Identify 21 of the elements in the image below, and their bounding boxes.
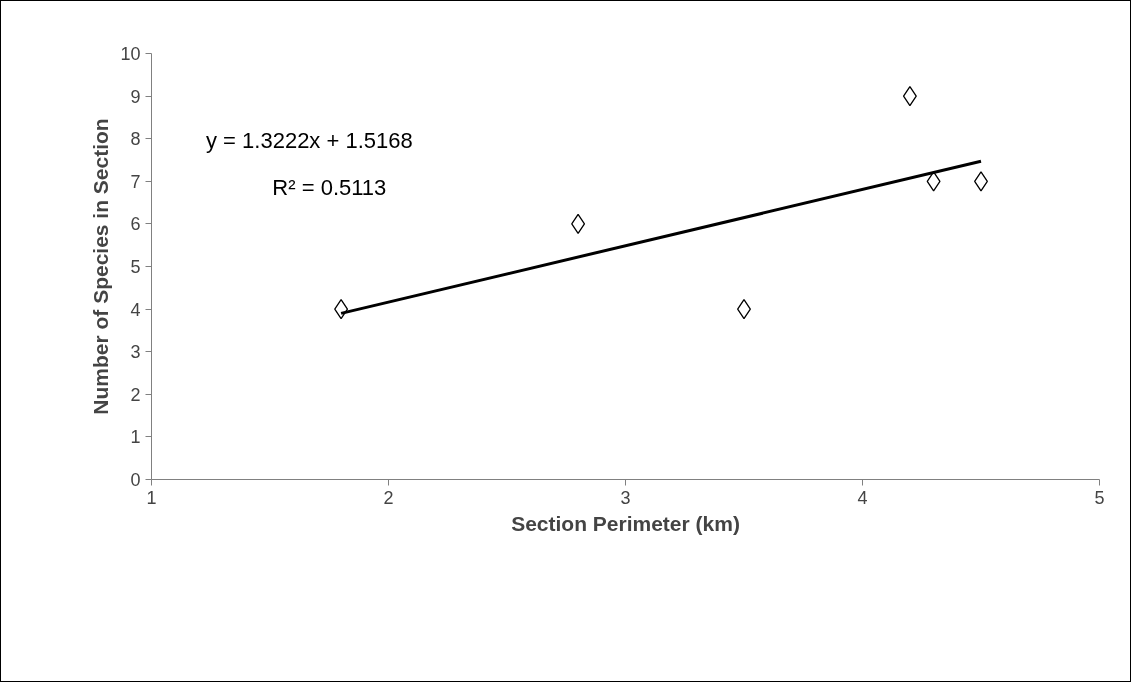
annotation: R² = 0.5113 xyxy=(272,175,387,201)
x-tick-label: 2 xyxy=(383,487,394,508)
y-tick-label: 5 xyxy=(130,257,141,277)
x-tick-label: 3 xyxy=(620,487,631,508)
y-tick-label: 8 xyxy=(130,129,141,150)
y-tick-label: 1 xyxy=(130,427,141,448)
y-axis-title: Number of Species in Section xyxy=(89,118,113,415)
y-tick-label: 2 xyxy=(130,384,141,405)
y-tick-label: 6 xyxy=(130,214,141,235)
y-tick-label: 0 xyxy=(130,470,141,490)
x-axis-title: Section Perimeter (km) xyxy=(511,511,740,535)
y-tick-label: 10 xyxy=(120,44,141,64)
x-tick-label: 1 xyxy=(146,487,157,508)
x-tick-label: 5 xyxy=(1094,487,1105,508)
point xyxy=(926,171,941,192)
x-tick-label: 4 xyxy=(857,487,868,508)
y-tick-label: 3 xyxy=(130,342,141,363)
annotation: y = 1.3222x + 1.5168 xyxy=(206,128,413,154)
y-tick-label: 4 xyxy=(130,299,141,320)
y-tick-label: 7 xyxy=(130,171,141,192)
y-tick-label: 9 xyxy=(130,86,141,107)
